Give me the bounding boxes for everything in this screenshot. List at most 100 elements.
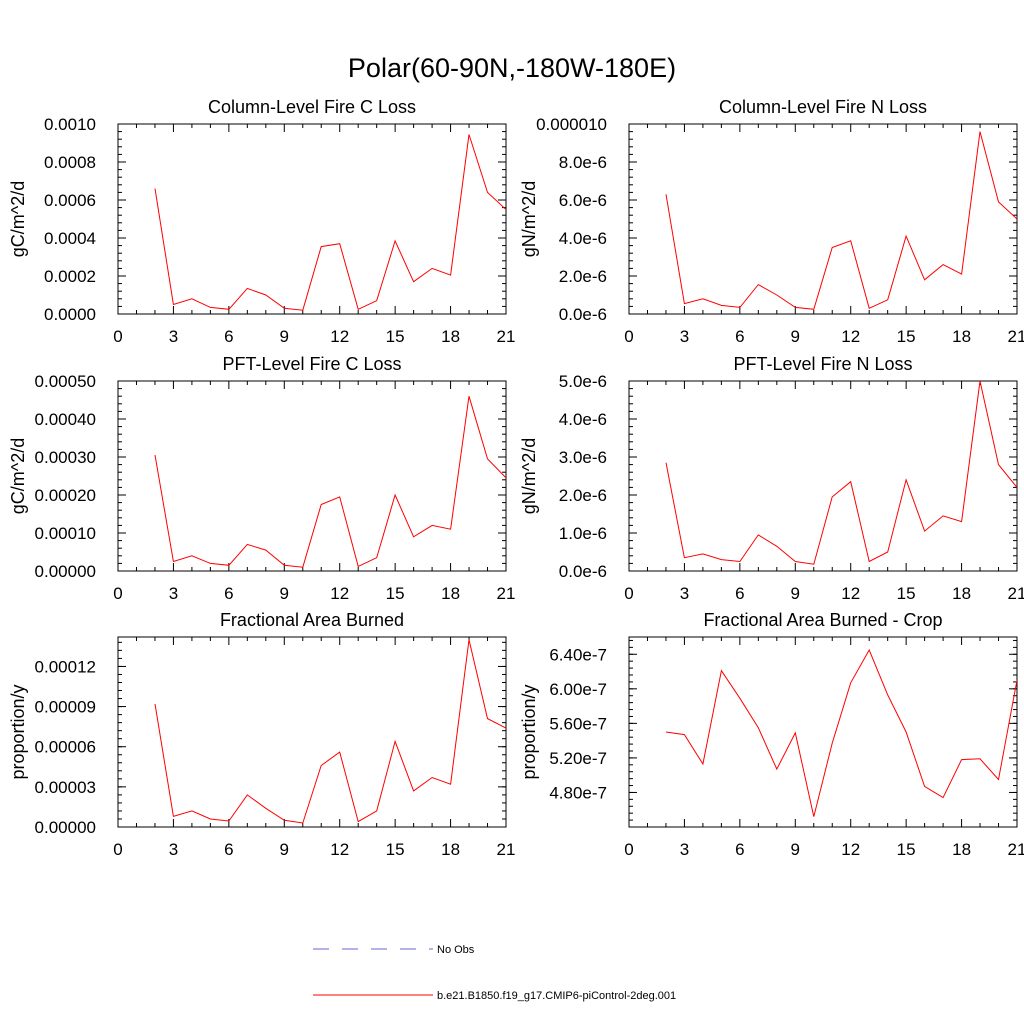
figure-title: Polar(60-90N,-180W-180E)	[348, 53, 676, 83]
x-tick-label: 12	[841, 327, 860, 346]
x-tick-label: 6	[735, 584, 744, 603]
x-tick-label: 18	[952, 584, 971, 603]
y-tick-label: 6.40e-7	[549, 645, 607, 664]
series-line-model-run	[665, 131, 1017, 310]
x-tick-label: 6	[735, 327, 744, 346]
series-line-model-run	[665, 381, 1017, 565]
x-tick-label: 12	[330, 840, 349, 859]
x-tick-label: 18	[441, 840, 460, 859]
y-tick-label: 5.20e-7	[549, 749, 607, 768]
panel-title: Column-Level Fire N Loss	[719, 97, 927, 117]
x-tick-label: 3	[680, 584, 689, 603]
chart-panel-5: Fractional Area Burned proportion/y 0 3 6 9 12…	[8, 610, 515, 859]
x-tick-label: 12	[841, 840, 860, 859]
y-tick-label: 8.0e-6	[559, 153, 607, 172]
chart-panel-3: PFT-Level Fire C Loss gC/m^2/d 0 3 6 9 12 15 18 2…	[8, 354, 515, 603]
x-tick-label: 6	[224, 840, 233, 859]
y-tick-label: 0.0000	[44, 305, 96, 324]
legend: No Obs b.e21.B1850.f19_g17.CMIP6-piContr…	[313, 944, 676, 1002]
x-tick-label: 0	[624, 584, 633, 603]
x-tick-label: 0	[624, 327, 633, 346]
y-tick-label: 0.00010	[35, 524, 96, 543]
x-tick-label: 9	[280, 584, 289, 603]
x-tick-label: 3	[169, 840, 178, 859]
y-tick-label: 0.00009	[35, 698, 96, 717]
y-tick-label: 0.000010	[536, 115, 607, 134]
y-tick-label: 0.00020	[35, 486, 96, 505]
plot-frame	[117, 380, 507, 572]
y-tick-label: 4.0e-6	[559, 229, 607, 248]
y-tick-label: 0.00040	[35, 410, 96, 429]
x-tick-label: 6	[735, 840, 744, 859]
legend-label-model-run: b.e21.B1850.f19_g17.CMIP6-piControl-2deg…	[437, 990, 676, 1002]
series-line-model-run	[154, 396, 506, 568]
chart-panel-6: Fractional Area Burned - Crop proportion/…	[519, 610, 1024, 859]
x-tick-label: 0	[113, 327, 122, 346]
panel-grid: Column-Level Fire C Loss gC/m^2/d 0 3 6 9 12 15…	[8, 97, 1024, 859]
x-tick-label: 12	[330, 584, 349, 603]
x-tick-label: 21	[497, 840, 516, 859]
y-tick-label: 0.0004	[44, 229, 96, 248]
x-tick-label: 15	[386, 840, 405, 859]
chart-panel-2: Column-Level Fire N Loss gN/m^2/d 0 3 6 9 12 15…	[519, 97, 1024, 346]
y-tick-label: 0.0e-6	[559, 562, 607, 581]
y-tick-label: 6.0e-6	[559, 191, 607, 210]
y-tick-label: 0.00012	[35, 657, 96, 676]
x-tick-label: 21	[1008, 840, 1024, 859]
y-axis-label: proportion/y	[519, 684, 539, 779]
series-line-model-run	[154, 134, 506, 311]
series-line-model-run	[154, 639, 506, 824]
chart-panel-4: PFT-Level Fire N Loss gN/m^2/d 0 3 6 9 12 15 18 2…	[519, 354, 1024, 603]
y-tick-label: 5.60e-7	[549, 714, 607, 733]
plot-frame	[117, 123, 507, 315]
y-tick-label: 0.0e-6	[559, 305, 607, 324]
x-tick-label: 18	[441, 327, 460, 346]
plot-frame	[628, 380, 1018, 572]
y-axis-label: gC/m^2/d	[8, 438, 28, 514]
y-tick-label: 4.80e-7	[549, 783, 607, 802]
x-tick-label: 12	[841, 584, 860, 603]
y-tick-label: 0.0006	[44, 191, 96, 210]
x-tick-label: 3	[169, 584, 178, 603]
y-tick-label: 1.0e-6	[559, 524, 607, 543]
x-tick-label: 3	[680, 327, 689, 346]
x-tick-label: 3	[680, 840, 689, 859]
y-tick-label: 4.0e-6	[559, 410, 607, 429]
panel-title: Fractional Area Burned	[220, 610, 404, 630]
panel-title: Column-Level Fire C Loss	[208, 97, 416, 117]
x-tick-label: 21	[1008, 327, 1024, 346]
series-line-model-run	[665, 648, 1017, 817]
plot-frame	[628, 636, 1018, 828]
x-tick-label: 18	[441, 584, 460, 603]
x-tick-label: 6	[224, 584, 233, 603]
x-tick-label: 15	[897, 840, 916, 859]
x-tick-label: 21	[497, 584, 516, 603]
plot-frame	[628, 123, 1018, 315]
x-tick-label: 6	[224, 327, 233, 346]
x-tick-label: 9	[280, 327, 289, 346]
x-tick-label: 21	[497, 327, 516, 346]
panel-title: PFT-Level Fire C Loss	[222, 354, 401, 374]
y-tick-label: 2.0e-6	[559, 486, 607, 505]
x-tick-label: 12	[330, 327, 349, 346]
x-tick-label: 0	[113, 840, 122, 859]
y-tick-label: 0.00050	[35, 372, 96, 391]
panel-title: PFT-Level Fire N Loss	[733, 354, 912, 374]
x-tick-label: 3	[169, 327, 178, 346]
x-tick-label: 18	[952, 327, 971, 346]
x-tick-label: 9	[791, 327, 800, 346]
panel-title: Fractional Area Burned - Crop	[703, 610, 942, 630]
y-tick-label: 0.00030	[35, 448, 96, 467]
y-tick-label: 0.0008	[44, 153, 96, 172]
y-axis-label: gN/m^2/d	[519, 181, 539, 257]
y-tick-label: 0.0010	[44, 115, 96, 134]
legend-label-no-obs: No Obs	[437, 944, 475, 956]
x-tick-label: 9	[280, 840, 289, 859]
x-tick-label: 15	[897, 327, 916, 346]
y-tick-label: 3.0e-6	[559, 448, 607, 467]
plot-frame	[117, 636, 507, 828]
x-tick-label: 15	[897, 584, 916, 603]
y-tick-label: 0.00006	[35, 738, 96, 757]
y-tick-label: 0.00003	[35, 778, 96, 797]
